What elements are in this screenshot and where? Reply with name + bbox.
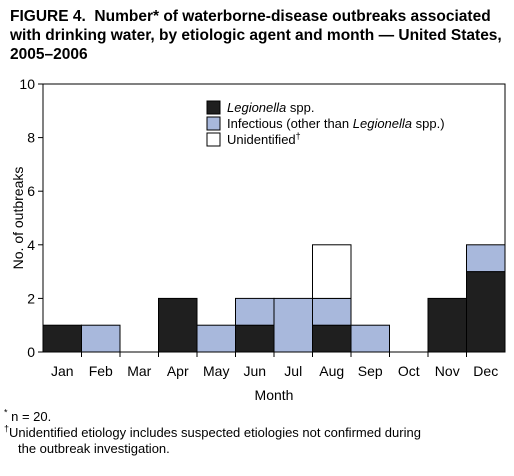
x-tick-label-jun: Jun [243,363,266,379]
x-tick-label-nov: Nov [435,363,460,379]
bar-aug-legionella-spp [312,324,352,353]
bar-chart: 0 2 4 6 8 10 Jan Feb Mar Apr May Jun Jul Aug Sep Oct No… [10,76,506,403]
figure-title: FIGURE 4. Number* of waterborne-disease … [10,7,510,64]
footnote-n-text: n = 20. [11,409,52,424]
legend-label-unidentified: Unidentified† [227,131,301,147]
bar-jul-infectious-other-than-legionella-spp [273,297,313,353]
bar-may-infectious-other-than-legionella-spp [196,324,236,353]
bar-feb-infectious-other-than-legionella-spp [81,324,121,353]
y-tick-label-6: 6 [27,183,35,199]
legend-label-infectious-other-than-legionella-spp: Infectious (other than Legionella spp.) [227,116,445,131]
asterisk-mark: * [4,407,8,418]
y-axis-label: No. of outbreaks [10,167,26,270]
footnote-n: * n = 20. [4,407,510,425]
figure-title-text: Number* of waterborne-disease outbreaks … [10,8,502,63]
legend: Legionella spp.Infectious (other than Le… [206,100,445,147]
legend-swatch-unidentified [206,132,221,147]
legend-label-legionella-spp: Legionella spp. [227,100,314,115]
x-tick-label-may: May [203,363,229,379]
x-axis-label: Month [255,387,294,403]
x-axis: Jan Feb Mar Apr May Jun Jul Aug Sep Oct Nov Dec [51,352,498,379]
x-tick-label-sep: Sep [358,363,383,379]
x-tick-label-apr: Apr [167,363,189,379]
bar-apr-legionella-spp [158,297,198,353]
bar-jun-legionella-spp [235,324,275,353]
y-tick-label-2: 2 [27,290,35,306]
x-tick-label-jul: Jul [284,363,302,379]
y-tick-label-10: 10 [19,76,35,92]
bar-aug-unidentified [312,244,352,299]
bar-layer [42,244,506,353]
x-tick-label-mar: Mar [127,363,151,379]
bar-dec-infectious-other-than-legionella-spp [466,244,506,273]
bar-aug-infectious-other-than-legionella-spp [312,297,352,326]
figure-label: FIGURE 4. [10,8,86,25]
dagger-mark: † [4,423,10,434]
bar-nov-legionella-spp [427,297,467,353]
y-tick-label-0: 0 [27,344,35,360]
x-tick-label-oct: Oct [398,363,420,379]
x-tick-label-aug: Aug [319,363,344,379]
legend-swatch-legionella-spp [206,100,221,115]
bar-sep-infectious-other-than-legionella-spp [350,324,390,353]
footnote-dagger-text: Unidentified etiology includes suspected… [9,425,421,440]
y-axis: 0 2 4 6 8 10 [19,76,43,360]
x-tick-label-jan: Jan [51,363,74,379]
y-tick-label-8: 8 [27,130,35,146]
footnote-dagger-continued: the outbreak investigation. [18,441,170,456]
x-tick-label-feb: Feb [89,363,113,379]
footnotes: * n = 20. †Unidentified etiology include… [4,407,510,457]
footnote-dagger: †Unidentified etiology includes suspecte… [4,423,510,441]
x-tick-label-dec: Dec [473,363,498,379]
bar-jan-legionella-spp [42,324,82,353]
bar-jun-infectious-other-than-legionella-spp [235,297,275,326]
bar-dec-legionella-spp [466,271,506,353]
legend-swatch-infectious-other-than-legionella-spp [206,116,221,131]
y-tick-label-4: 4 [27,237,35,253]
